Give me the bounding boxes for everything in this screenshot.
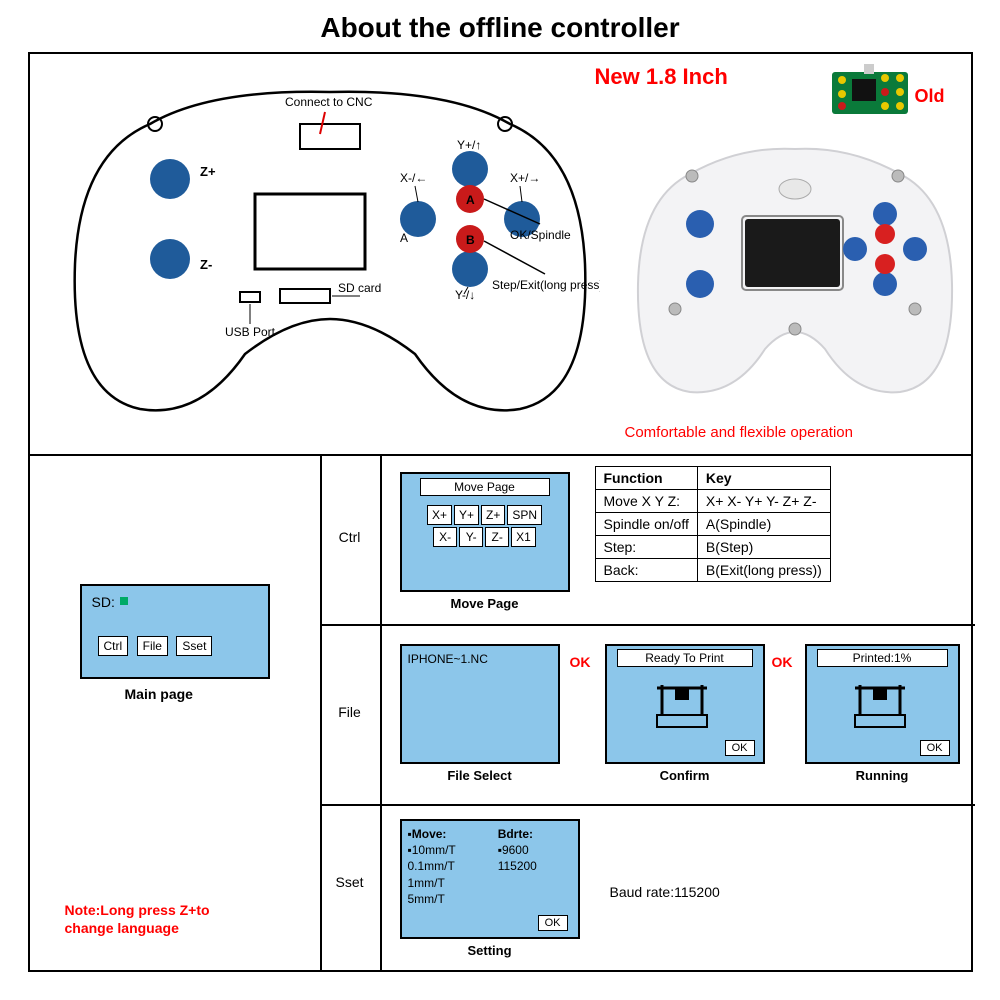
running-screen: Printed:1% OK bbox=[805, 644, 960, 764]
language-note: Note:Long press Z+to change language bbox=[65, 901, 210, 937]
main-frame: Connect to CNC Z+ Z- A B X-/← X+/→ A Y-/ bbox=[28, 52, 973, 972]
xplus-button[interactable]: X+ bbox=[427, 505, 452, 525]
confirm-label: Confirm bbox=[605, 768, 765, 783]
baud-opt-1[interactable]: ▪9600 bbox=[498, 842, 572, 858]
func-r1c1: Move X Y Z: bbox=[595, 490, 697, 513]
connect-label: Connect to CNC bbox=[285, 95, 373, 109]
left-column: SD: Ctrl File Sset Main page Note:Long p… bbox=[30, 454, 320, 972]
zplus-button[interactable]: Z+ bbox=[481, 505, 505, 525]
file-select-label: File Select bbox=[400, 768, 560, 783]
move-header: ▪Move: bbox=[408, 826, 498, 842]
ctrl-row-label: Ctrl bbox=[320, 529, 380, 545]
b-button-inner: B bbox=[466, 233, 475, 247]
baud-opt-2[interactable]: 115200 bbox=[498, 858, 572, 874]
setting-screen: ▪Move: ▪10mm/T 0.1mm/T 1mm/T 5mm/T Bdrte… bbox=[400, 819, 580, 939]
x-minus-label: X-/← bbox=[400, 171, 427, 185]
y-minus-label: Y-/↓ bbox=[455, 288, 475, 302]
func-r2c1: Spindle on/off bbox=[595, 513, 697, 536]
a-label: A bbox=[400, 231, 408, 245]
yplus-button[interactable]: Y+ bbox=[454, 505, 479, 525]
func-header: Function bbox=[595, 467, 697, 490]
setting-ok-button[interactable]: OK bbox=[538, 915, 568, 931]
move-page-under-label: Move Page bbox=[400, 596, 570, 611]
z-minus-label: Z- bbox=[200, 257, 212, 272]
comfort-text: Comfortable and flexible operation bbox=[625, 424, 853, 441]
xminus-button[interactable]: X- bbox=[433, 527, 457, 547]
func-r1c2: X+ X- Y+ Y- Z+ Z- bbox=[697, 490, 830, 513]
file-name-text: IPHONE~1.NC bbox=[402, 646, 558, 672]
main-file-button[interactable]: File bbox=[137, 636, 168, 656]
key-header: Key bbox=[697, 467, 830, 490]
func-r4c2: B(Exit(long press)) bbox=[697, 559, 830, 582]
setting-label: Setting bbox=[400, 943, 580, 958]
main-page-label: Main page bbox=[125, 686, 193, 702]
move-page-title: Move Page bbox=[420, 478, 550, 496]
running-ok-button[interactable]: OK bbox=[920, 740, 950, 756]
func-r2c2: A(Spindle) bbox=[697, 513, 830, 536]
x1-button[interactable]: X1 bbox=[511, 527, 536, 547]
move-page-screen: Move Page X+Y+Z+SPN X-Y-Z-X1 bbox=[400, 472, 570, 592]
x-plus-label: X+/→ bbox=[510, 171, 540, 185]
move-opt-2[interactable]: 0.1mm/T bbox=[408, 858, 498, 874]
y-plus-label: Y+/↑ bbox=[457, 138, 481, 152]
move-opt-1[interactable]: ▪10mm/T bbox=[408, 842, 498, 858]
yminus-button[interactable]: Y- bbox=[459, 527, 483, 547]
func-r3c1: Step: bbox=[595, 536, 697, 559]
ok-spindle-label: OK/Spindle bbox=[510, 228, 571, 242]
ok-arrow-1: OK bbox=[570, 654, 591, 670]
divider-h3 bbox=[320, 804, 975, 806]
page-title: About the offline controller bbox=[0, 0, 1000, 52]
main-sset-button[interactable]: Sset bbox=[176, 636, 212, 656]
usb-port-label: USB Port bbox=[225, 325, 276, 339]
old-pcb-icon bbox=[830, 64, 910, 119]
sd-status-icon bbox=[120, 597, 128, 605]
running-label: Running bbox=[805, 768, 960, 783]
sd-indicator: SD: bbox=[92, 594, 115, 610]
ready-print-title: Ready To Print bbox=[617, 649, 753, 667]
confirm-ok-button[interactable]: OK bbox=[725, 740, 755, 756]
confirm-screen: Ready To Print OK bbox=[605, 644, 765, 764]
bdrte-header: Bdrte: bbox=[498, 826, 572, 842]
printed-pct-title: Printed:1% bbox=[817, 649, 948, 667]
zminus-button[interactable]: Z- bbox=[485, 527, 509, 547]
old-version-label: Old bbox=[915, 86, 945, 107]
new-version-label: New 1.8 Inch bbox=[595, 64, 728, 90]
baud-rate-text: Baud rate:115200 bbox=[610, 884, 720, 900]
function-key-table: FunctionKey Move X Y Z:X+ X- Y+ Y- Z+ Z-… bbox=[595, 466, 831, 582]
move-opt-3[interactable]: 1mm/T bbox=[408, 875, 498, 891]
top-diagram-area: Connect to CNC Z+ Z- A B X-/← X+/→ A Y-/ bbox=[30, 54, 971, 454]
sset-row-label: Sset bbox=[320, 874, 380, 890]
file-row-label: File bbox=[320, 704, 380, 720]
main-page-screen: SD: Ctrl File Sset bbox=[80, 584, 270, 679]
file-select-screen: IPHONE~1.NC bbox=[400, 644, 560, 764]
func-r4c1: Back: bbox=[595, 559, 697, 582]
a-button-inner: A bbox=[466, 193, 475, 207]
z-plus-label: Z+ bbox=[200, 164, 216, 179]
printer-icon-2 bbox=[807, 670, 962, 740]
func-r3c2: B(Step) bbox=[697, 536, 830, 559]
spn-button[interactable]: SPN bbox=[507, 505, 542, 525]
step-exit-label: Step/Exit(long press) bbox=[492, 278, 600, 292]
ok-arrow-2: OK bbox=[772, 654, 793, 670]
divider-v2 bbox=[380, 454, 382, 972]
controller-photo bbox=[630, 134, 960, 414]
printer-icon-1 bbox=[607, 670, 767, 740]
main-ctrl-button[interactable]: Ctrl bbox=[98, 636, 129, 656]
controller-schematic: Connect to CNC Z+ Z- A B X-/← X+/→ A Y-/ bbox=[60, 64, 600, 444]
move-opt-4[interactable]: 5mm/T bbox=[408, 891, 498, 907]
sd-card-label: SD card bbox=[338, 281, 381, 295]
divider-h2 bbox=[320, 624, 975, 626]
